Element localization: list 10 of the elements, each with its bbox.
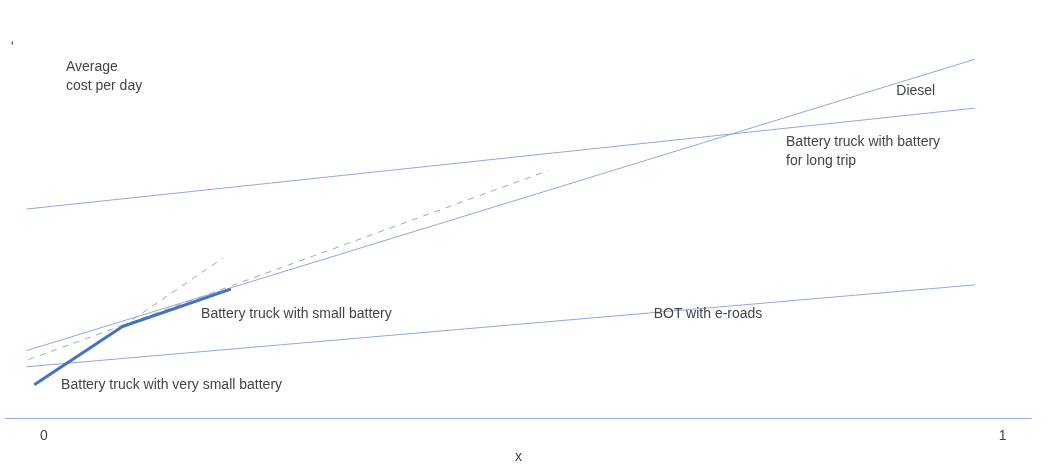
text: , (10, 29, 15, 46)
annotation: Battery truck with small battery (201, 305, 392, 322)
y-axis-title: Average cost per day (65, 57, 143, 93)
annotation: Battery truck with battery for long trip (786, 132, 941, 168)
x-axis-title: x (515, 447, 522, 464)
x-tick-label: 1 (998, 426, 1007, 443)
annotation: Diesel (896, 82, 936, 99)
annotation: BOT with e-roads (653, 305, 763, 322)
annotation: Battery truck with very small battery (61, 375, 283, 392)
x-tick-label: 0 (39, 426, 48, 443)
